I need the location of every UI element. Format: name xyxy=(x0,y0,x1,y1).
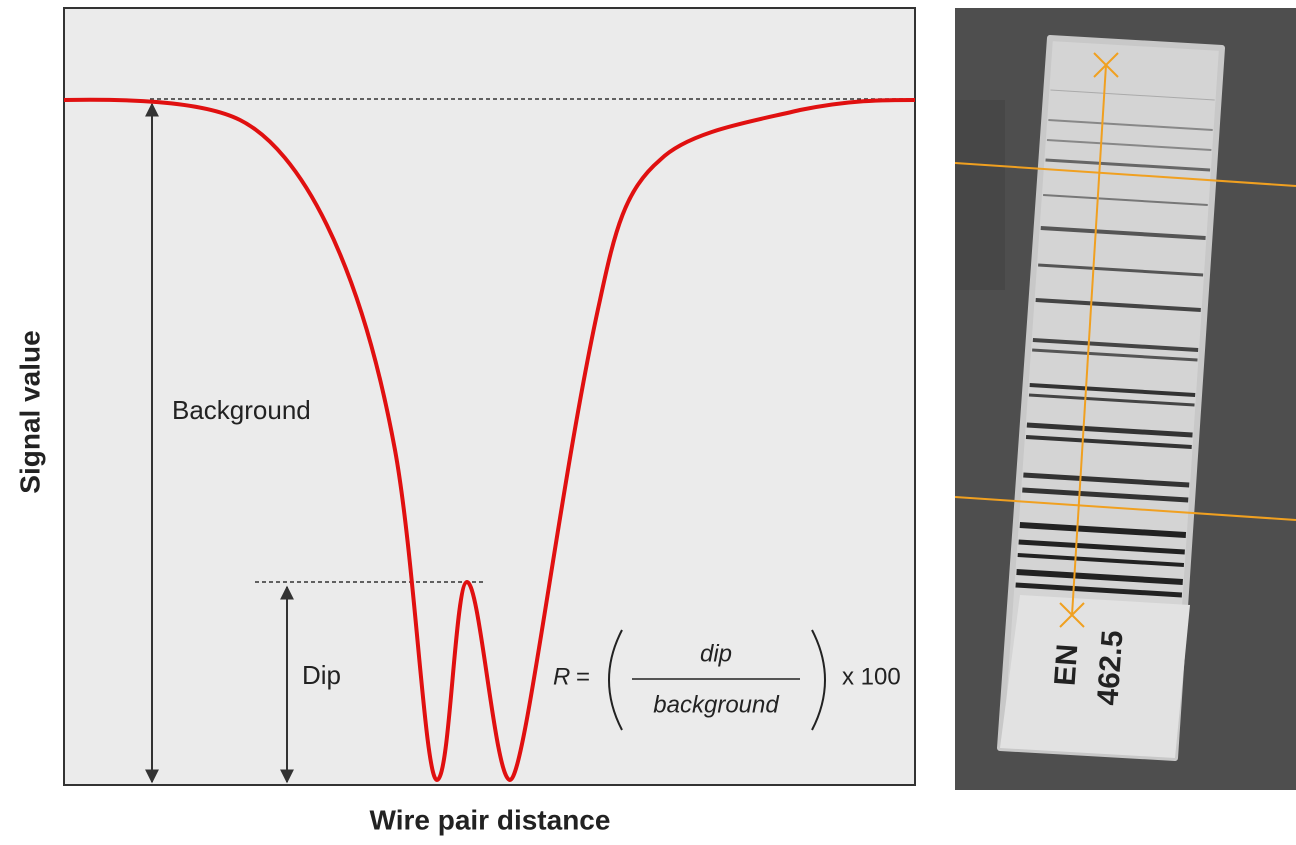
image-label: 462.5 xyxy=(1091,629,1129,706)
y-axis-label: Signal value xyxy=(14,330,45,493)
xray-image: EN 462.5 xyxy=(955,8,1296,790)
formula-equals: = xyxy=(576,663,590,690)
formula-lhs: R xyxy=(553,663,570,690)
dip-label: Dip xyxy=(302,660,341,690)
image-label: EN xyxy=(1049,643,1085,687)
formula-numerator: dip xyxy=(700,640,732,667)
page: Background Dip R = dip background x 100 … xyxy=(0,0,1296,845)
formula-multiplier: x 100 xyxy=(842,663,901,690)
x-axis-label: Wire pair distance xyxy=(370,804,611,835)
formula-denominator: background xyxy=(653,691,779,718)
background-label: Background xyxy=(172,395,311,425)
